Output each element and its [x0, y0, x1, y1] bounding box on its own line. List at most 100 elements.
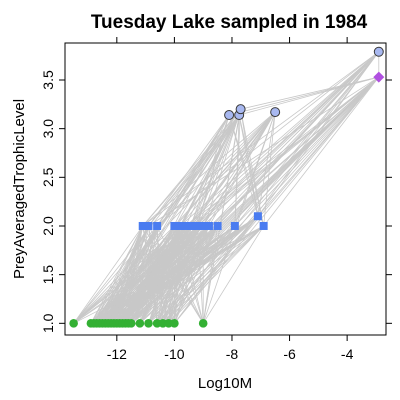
- y-tick-label: 1.5: [40, 265, 56, 285]
- edges-layer: [73, 51, 380, 324]
- food-web-edge: [139, 225, 158, 324]
- data-point: [170, 221, 179, 230]
- data-point: [199, 221, 208, 230]
- food-web-edge: [142, 51, 380, 227]
- data-point: [144, 319, 153, 328]
- y-axis: 1.0 1.5 2.0 2.5 3.0 3.5: [40, 70, 392, 333]
- food-web-edge: [197, 225, 204, 324]
- food-web-edge: [110, 225, 144, 324]
- data-point: [373, 71, 385, 83]
- food-web-edge: [156, 225, 218, 324]
- food-web-edge: [116, 225, 144, 324]
- food-web-edge: [228, 114, 259, 217]
- food-web-edge: [113, 225, 149, 324]
- food-web-edge: [90, 225, 144, 324]
- x-axis-label: Log10M: [198, 375, 252, 392]
- food-web-edge: [174, 111, 276, 227]
- food-web-edge: [142, 225, 170, 324]
- food-web-edge: [263, 112, 276, 227]
- x-tick-label: -10: [164, 346, 184, 362]
- food-web-edge: [107, 225, 144, 324]
- food-web-edge: [73, 225, 144, 324]
- food-web-edge: [257, 112, 276, 217]
- y-axis-label: PreyAveragedTrophicLevel: [11, 99, 28, 279]
- food-web-edge: [168, 76, 380, 324]
- food-web-edge: [234, 51, 380, 227]
- food-web-edge: [191, 111, 276, 227]
- food-web-edge: [156, 76, 380, 324]
- food-web-edge: [156, 225, 204, 324]
- food-web-edge: [228, 114, 265, 227]
- food-web-edge: [168, 225, 218, 324]
- food-web-edge: [174, 76, 380, 324]
- food-web-edge: [148, 76, 380, 227]
- data-point: [213, 221, 222, 230]
- x-axis: -12 -10 -8 -6 -4: [107, 37, 354, 362]
- data-point: [144, 221, 153, 230]
- y-tick-label: 3.0: [40, 119, 56, 139]
- food-web-edge: [197, 51, 380, 227]
- plot-frame: [64, 42, 387, 336]
- data-point: [373, 46, 384, 57]
- food-web-edge: [240, 76, 379, 110]
- food-web-edge: [156, 225, 164, 324]
- y-tick-label: 2.5: [40, 167, 56, 187]
- food-web-edge: [127, 225, 175, 324]
- food-web-edge: [156, 114, 230, 227]
- points-layer: [69, 46, 385, 328]
- food-web-edge: [168, 225, 264, 324]
- y-tick-label: 2.0: [40, 216, 56, 236]
- data-point: [259, 221, 268, 230]
- data-point: [230, 221, 239, 230]
- food-web-edge: [148, 225, 170, 324]
- food-web-edge: [104, 225, 144, 324]
- food-web-edge: [162, 114, 240, 324]
- data-point: [153, 221, 162, 230]
- food-web-edge: [148, 225, 204, 324]
- food-web-edge: [73, 111, 276, 324]
- food-web-edge: [191, 51, 380, 227]
- food-web-edge: [168, 225, 175, 324]
- food-web-edge: [156, 225, 175, 324]
- food-web-edge: [142, 111, 276, 227]
- food-web-edge: [217, 51, 380, 227]
- food-web-edge: [102, 225, 144, 324]
- y-tick-label: 3.5: [40, 70, 56, 90]
- food-web-edge: [179, 225, 204, 324]
- food-web-edge: [156, 51, 380, 227]
- data-point: [224, 110, 235, 121]
- food-web-edge: [139, 109, 241, 324]
- x-tick-label: -6: [283, 346, 296, 362]
- food-web-edge: [257, 76, 380, 217]
- x-tick-label: -12: [107, 346, 127, 362]
- data-point: [176, 221, 185, 230]
- food-web-edge: [130, 225, 193, 324]
- food-web-edge: [257, 51, 380, 217]
- food-web-edge: [179, 111, 276, 227]
- food-web-edge: [122, 225, 144, 324]
- food-web-edge: [238, 114, 265, 227]
- food-web-edge: [90, 225, 149, 324]
- food-web-edge: [148, 51, 380, 324]
- y-tick-label: 1.0: [40, 313, 56, 333]
- data-point: [235, 104, 246, 115]
- food-web-edge: [197, 114, 230, 227]
- data-point: [138, 221, 147, 230]
- data-point: [204, 221, 213, 230]
- data-point: [253, 212, 262, 221]
- data-point: [69, 319, 78, 328]
- x-tick-label: -4: [341, 346, 354, 362]
- food-web-edge: [162, 51, 380, 324]
- food-web-edge: [234, 109, 242, 227]
- food-web-edge: [202, 109, 242, 324]
- data-point: [181, 221, 190, 230]
- food-web-edge: [197, 76, 380, 227]
- food-web-edge: [229, 76, 379, 116]
- food-web-edge: [116, 225, 158, 324]
- x-tick-label: -8: [226, 346, 239, 362]
- food-web-edge: [174, 225, 218, 324]
- food-web-edge: [263, 76, 380, 227]
- data-point: [270, 107, 281, 118]
- food-web-edge: [162, 225, 218, 324]
- food-web-edge: [234, 111, 276, 227]
